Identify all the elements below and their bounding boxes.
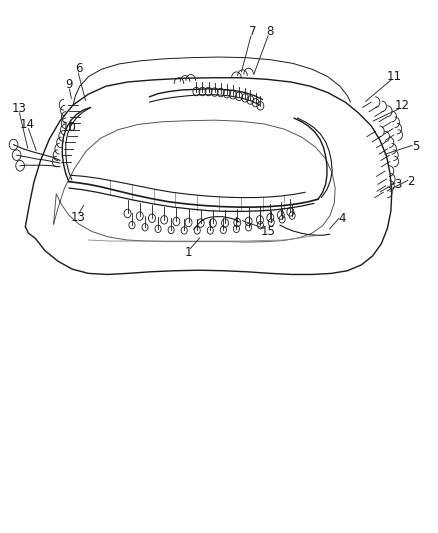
Text: 14: 14 — [20, 118, 35, 131]
Text: 12: 12 — [395, 99, 410, 112]
Text: 15: 15 — [260, 225, 275, 238]
Text: 3: 3 — [395, 178, 402, 191]
Text: 2: 2 — [408, 175, 415, 188]
Text: 8: 8 — [266, 25, 274, 38]
Text: 4: 4 — [338, 212, 346, 225]
Text: 6: 6 — [74, 62, 82, 75]
Text: 9: 9 — [66, 78, 73, 91]
Text: 1: 1 — [185, 246, 192, 259]
Text: 5: 5 — [412, 140, 420, 153]
Text: 13: 13 — [71, 211, 86, 224]
Text: 13: 13 — [11, 102, 26, 115]
Text: 7: 7 — [249, 25, 256, 38]
Text: 11: 11 — [386, 70, 402, 83]
Text: 10: 10 — [62, 121, 77, 134]
